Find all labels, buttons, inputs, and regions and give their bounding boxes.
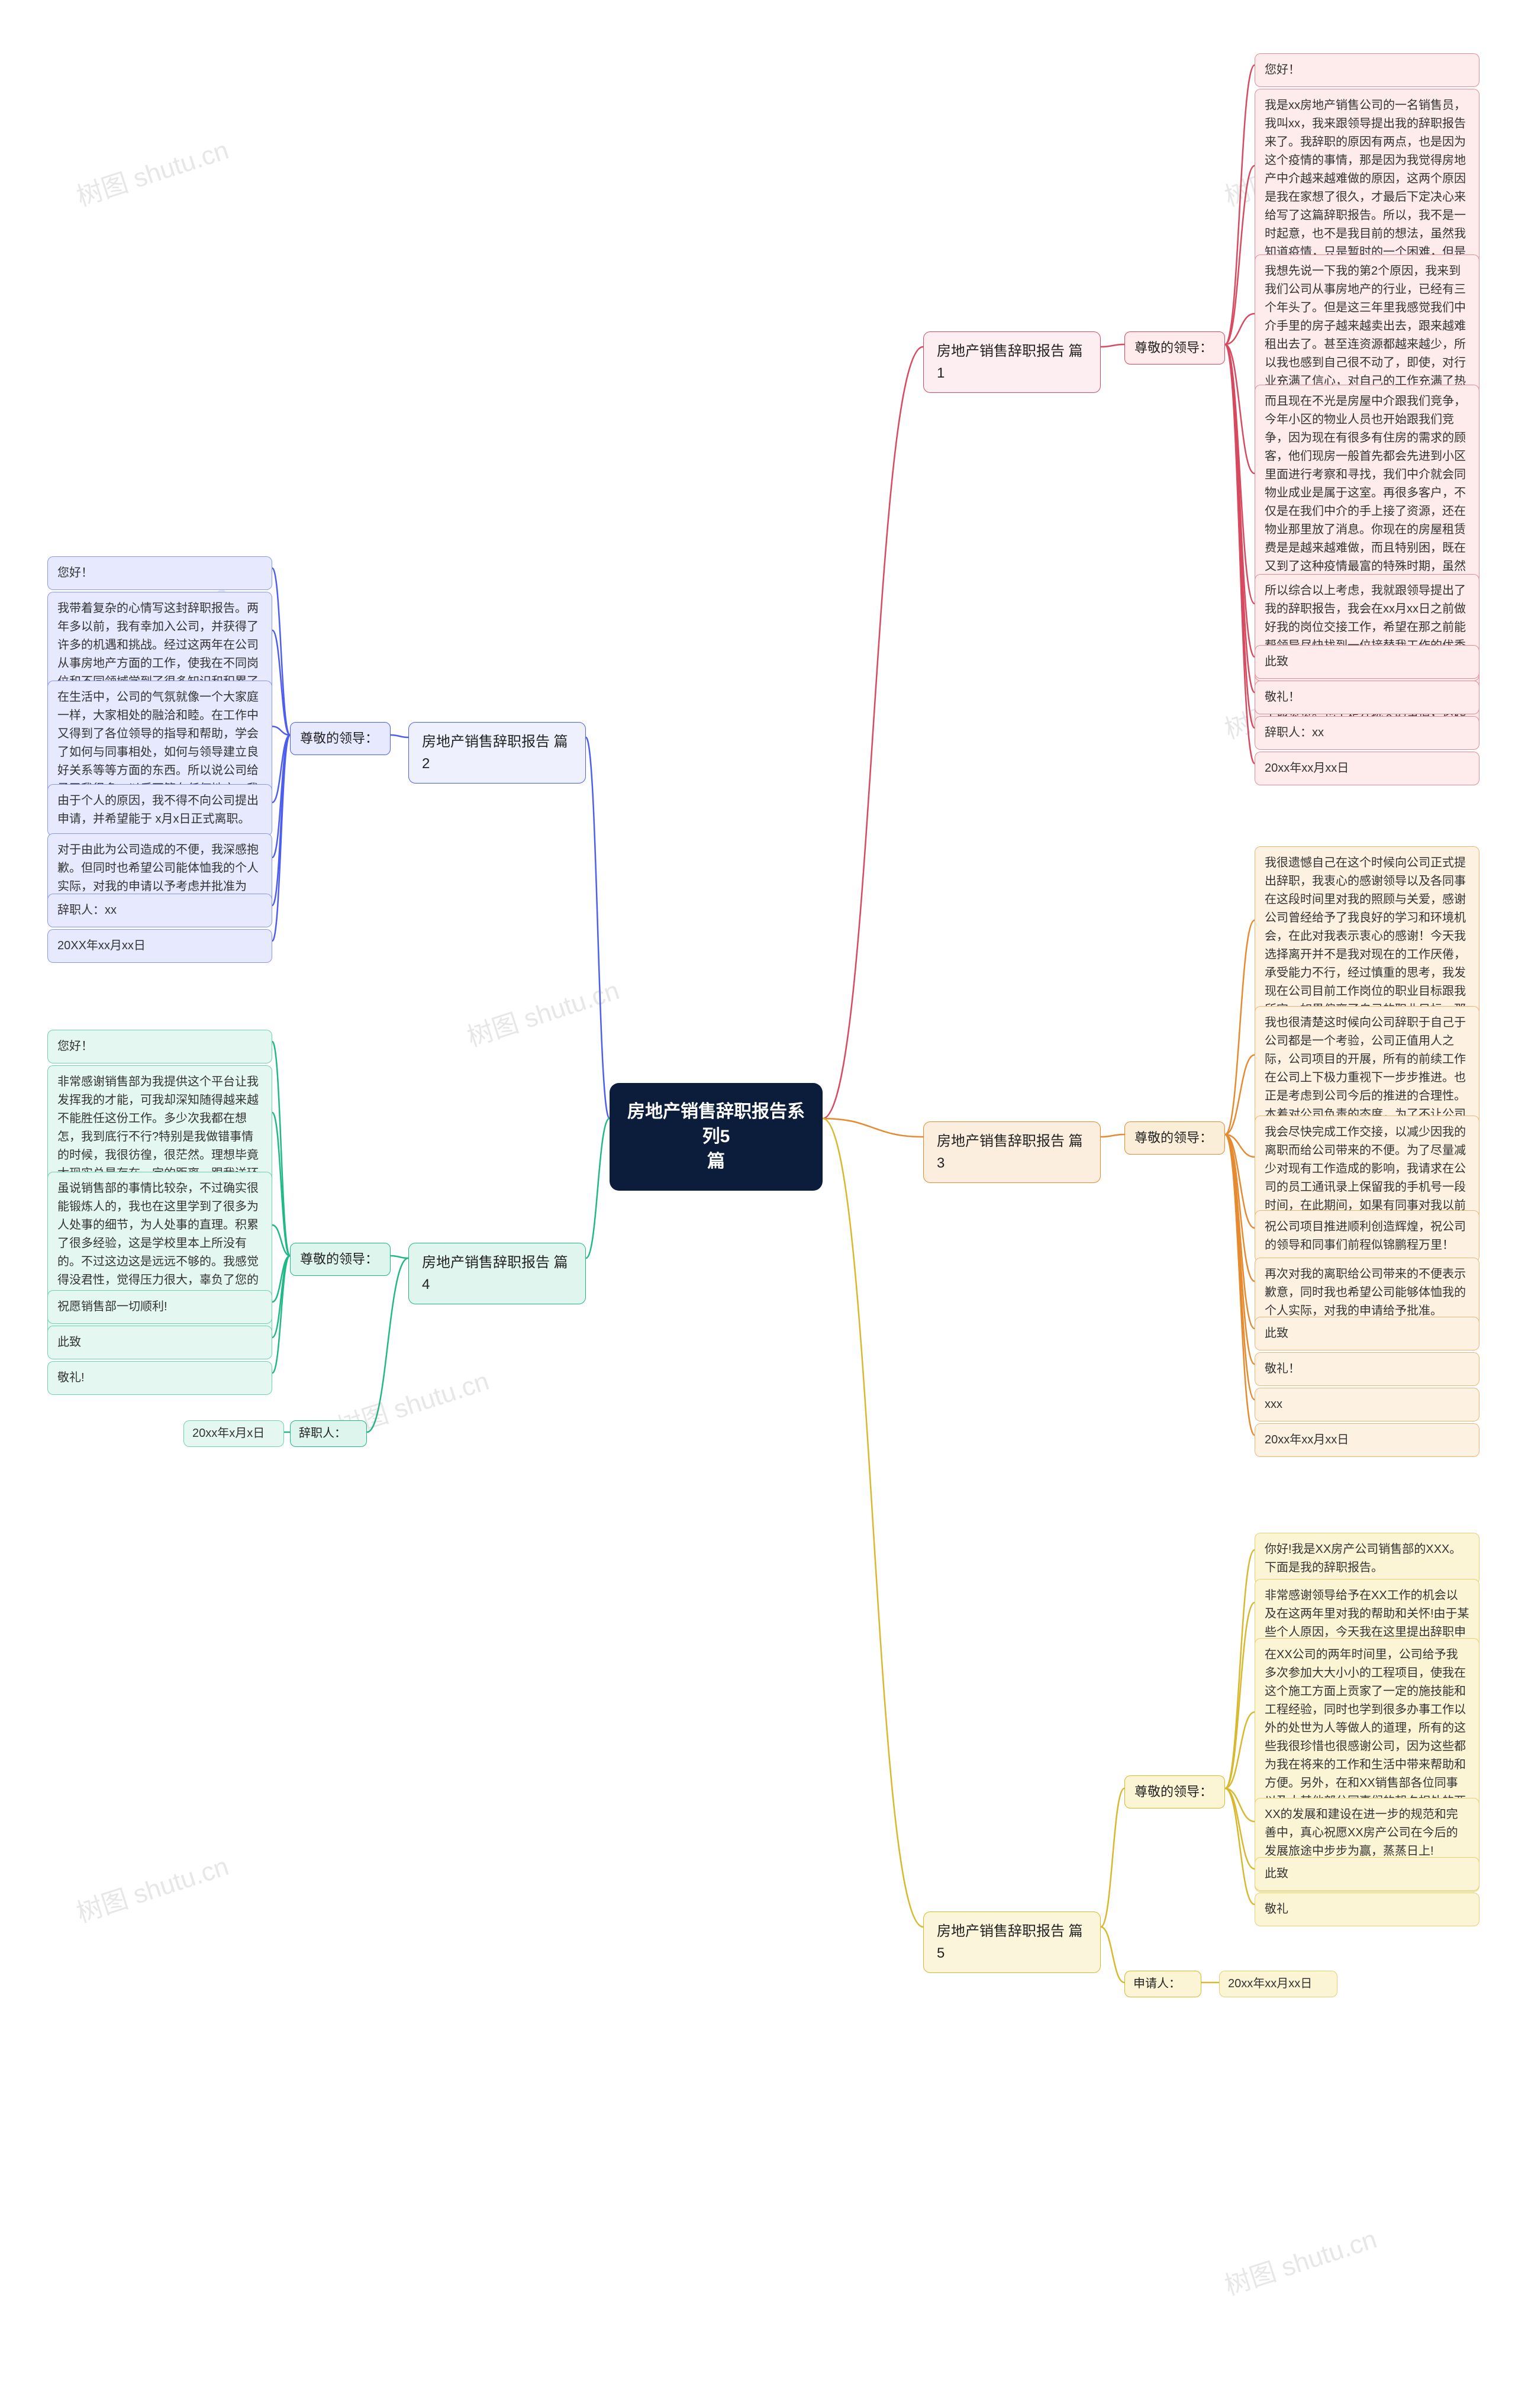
sub-b4[interactable]: 尊敬的领导： [290,1243,391,1276]
sub-b5[interactable]: 尊敬的领导： [1124,1775,1225,1809]
extra-b4-a: 辞职人： [290,1420,367,1447]
watermark: 树图 shutu.cn [462,969,623,1054]
leaf-b3-7: xxx [1255,1388,1479,1421]
leaf-b1-7: 辞职人：xx [1255,716,1479,750]
leaf-b1-8: 20xx年xx月xx日 [1255,752,1479,785]
sub-b3[interactable]: 尊敬的领导： [1124,1121,1225,1155]
extra-b5-b: 20xx年xx月xx日 [1219,1971,1337,1997]
branch-b3[interactable]: 房地产销售辞职报告 篇3 [923,1121,1101,1183]
root-node[interactable]: 房地产销售辞职报告系列5 篇 [610,1083,823,1191]
extra-b5-a: 申请人： [1124,1971,1201,1997]
leaf-b1-6: 敬礼！ [1255,681,1479,714]
leaf-b2-3: 由于个人的原因，我不得不向公司提出申请，并希望能于 x月x日正式离职。 [47,784,272,836]
leaf-b5-4: 此致 [1255,1857,1479,1891]
leaf-b3-3: 祝公司项目推进顺利创造辉煌，祝公司的领导和同事们前程似锦鹏程万里！ [1255,1210,1479,1262]
leaf-b2-0: 您好！ [47,556,272,590]
leaf-b4-3: 祝愿销售部一切顺利! [47,1290,272,1324]
watermark: 树图 shutu.cn [71,129,233,214]
branch-b4[interactable]: 房地产销售辞职报告 篇4 [408,1243,586,1304]
leaf-b2-6: 20XX年xx月xx日 [47,929,272,963]
leaf-b5-0: 你好!我是XX房产公司销售部的XXX。下面是我的辞职报告。 [1255,1533,1479,1585]
branch-b2[interactable]: 房地产销售辞职报告 篇2 [408,722,586,784]
sub-b1[interactable]: 尊敬的领导： [1124,331,1225,365]
leaf-b3-6: 敬礼！ [1255,1352,1479,1386]
sub-b2[interactable]: 尊敬的领导： [290,722,391,755]
extra-b4-b: 20xx年x月x日 [183,1420,284,1447]
leaf-b4-4: 此致 [47,1326,272,1359]
leaf-b1-0: 您好！ [1255,53,1479,87]
leaf-b4-0: 您好！ [47,1030,272,1063]
leaf-b3-8: 20xx年xx月xx日 [1255,1423,1479,1457]
leaf-b3-5: 此致 [1255,1317,1479,1350]
watermark: 树图 shutu.cn [71,1845,233,1930]
leaf-b4-5: 敬礼! [47,1361,272,1395]
leaf-b5-5: 敬礼 [1255,1893,1479,1926]
branch-b1[interactable]: 房地产销售辞职报告 篇1 [923,331,1101,393]
branch-b5[interactable]: 房地产销售辞职报告 篇5 [923,1911,1101,1973]
watermark: 树图 shutu.cn [1219,2218,1381,2303]
leaf-b1-5: 此致 [1255,645,1479,679]
leaf-b2-5: 辞职人：xx [47,894,272,927]
